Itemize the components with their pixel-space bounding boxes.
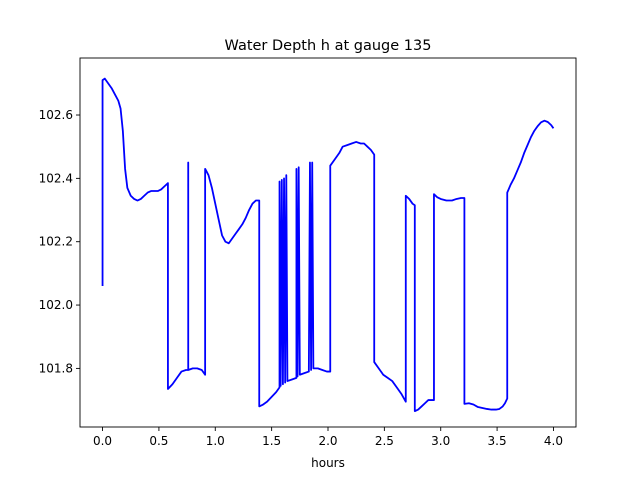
y-tick-label: 102.6 — [39, 108, 73, 122]
x-tick-label: 1.5 — [262, 434, 281, 448]
y-tick-label: 102.2 — [39, 235, 73, 249]
y-axis-ticks: 101.8 102.0 102.2 102.4 102.6 — [39, 108, 80, 375]
x-tick-label: 3.5 — [488, 434, 507, 448]
x-tick-label: 2.5 — [375, 434, 394, 448]
x-tick-label: 2.0 — [318, 434, 337, 448]
x-tick-label: 0.5 — [149, 434, 168, 448]
y-tick-label: 101.8 — [39, 361, 73, 375]
series-line — [101, 77, 555, 413]
y-tick-label: 102.0 — [39, 298, 73, 312]
x-axis-label: hours — [311, 456, 345, 470]
plot-frame — [79, 57, 577, 428]
x-tick-label: 1.0 — [206, 434, 225, 448]
x-tick-label: 4.0 — [544, 434, 563, 448]
chart-title: Water Depth h at gauge 135 — [225, 38, 432, 54]
x-tick-label: 0.0 — [93, 434, 112, 448]
x-axis-ticks: 0.0 0.5 1.0 1.5 2.0 2.5 3.0 3.5 4.0 — [93, 427, 563, 448]
x-tick-label: 3.0 — [431, 434, 450, 448]
y-tick-label: 102.4 — [39, 171, 73, 185]
